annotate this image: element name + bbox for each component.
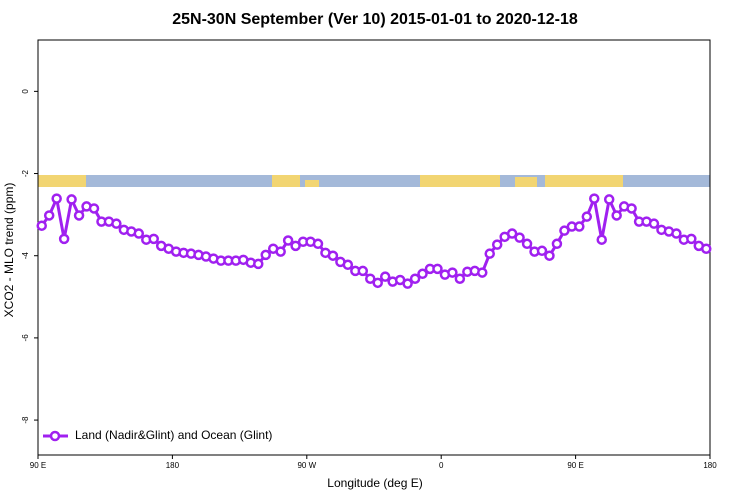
point <box>36 220 47 231</box>
y-tick-label: -2 <box>21 169 30 177</box>
point <box>574 221 585 232</box>
point <box>491 239 503 250</box>
point <box>544 250 555 261</box>
x-tick-label: 0 <box>439 461 444 470</box>
x-tick-label: 90 W <box>297 461 316 470</box>
point <box>133 228 145 239</box>
point <box>551 238 563 250</box>
point <box>253 258 264 270</box>
map-strip <box>38 175 710 187</box>
point <box>66 194 77 205</box>
point <box>372 277 383 289</box>
point <box>43 210 55 221</box>
point <box>282 235 294 246</box>
point <box>626 203 637 214</box>
point <box>447 267 458 278</box>
legend-marker <box>49 430 61 442</box>
point <box>290 240 301 252</box>
y-axis-label: XCO2 - MLO trend (ppm) <box>2 183 16 318</box>
plot-frame <box>37 39 711 456</box>
x-tick-label: 90 E <box>567 461 583 470</box>
legend-label: Land (Nadir&Glint) and Ocean (Glint) <box>75 428 272 442</box>
x-tick-label: 90 E <box>30 461 46 470</box>
point <box>365 273 376 284</box>
point <box>58 233 70 245</box>
point <box>417 268 428 280</box>
point <box>342 259 354 271</box>
point <box>111 218 122 229</box>
point <box>603 194 615 205</box>
point <box>432 263 443 275</box>
point <box>409 273 421 284</box>
point <box>484 248 495 259</box>
point <box>88 203 100 214</box>
x-tick-label: 180 <box>166 461 180 470</box>
point <box>536 245 548 257</box>
chart-title: 25N-30N September (Ver 10) 2015-01-01 to… <box>172 11 578 28</box>
point <box>402 278 413 289</box>
point <box>379 271 391 282</box>
point <box>477 267 488 278</box>
point <box>589 193 600 204</box>
point <box>275 246 286 257</box>
point <box>596 234 607 245</box>
point <box>671 228 682 239</box>
y-tick-label: 0 <box>21 89 30 94</box>
point <box>148 233 159 245</box>
point <box>506 228 518 239</box>
point <box>581 211 593 222</box>
point <box>559 225 570 236</box>
point <box>521 238 533 250</box>
point <box>701 243 712 254</box>
point <box>686 233 697 245</box>
point <box>611 210 622 221</box>
point <box>327 250 339 261</box>
y-tick-label: -8 <box>21 416 30 424</box>
x-axis-label: Longitude (deg E) <box>327 476 422 490</box>
point <box>454 273 466 284</box>
point <box>648 218 660 229</box>
point <box>312 238 324 250</box>
point <box>514 232 525 243</box>
point <box>357 265 369 277</box>
point <box>73 210 85 221</box>
y-tick-label: -4 <box>21 252 30 260</box>
point <box>260 249 271 261</box>
x-tick-label: 180 <box>703 461 717 470</box>
y-tick-label: -6 <box>21 334 30 342</box>
point <box>51 193 62 204</box>
